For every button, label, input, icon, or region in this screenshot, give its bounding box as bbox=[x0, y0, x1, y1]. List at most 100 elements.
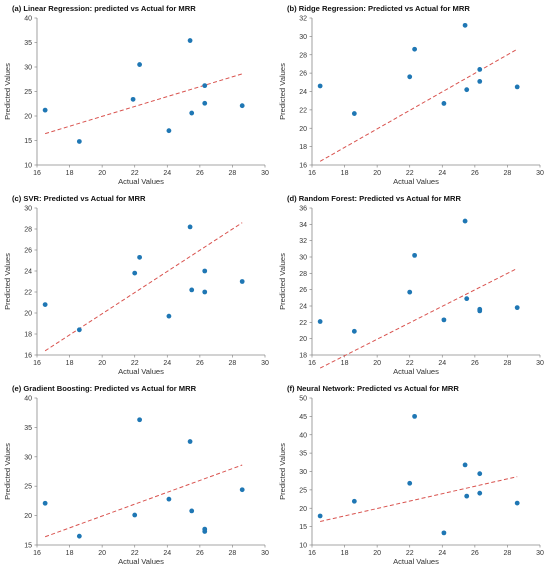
data-point bbox=[189, 508, 195, 514]
x-tick-label: 28 bbox=[504, 360, 512, 367]
fit-line bbox=[44, 222, 243, 352]
data-point bbox=[514, 305, 520, 311]
y-tick-label: 40 bbox=[24, 16, 32, 23]
y-tick-label: 22 bbox=[24, 290, 32, 297]
chart-svg: (c) SVR: Predicted vs Actual for MRR 16 18… bbox=[3, 194, 269, 376]
x-tick-label: 18 bbox=[341, 360, 349, 367]
y-tick-label: 35 bbox=[299, 451, 307, 458]
y-tick-label: 18 bbox=[299, 144, 307, 151]
y-tick-label: 26 bbox=[24, 248, 32, 255]
y-tick-label: 24 bbox=[299, 89, 307, 96]
y-tick-label: 35 bbox=[24, 40, 32, 47]
x-tick-label: 30 bbox=[261, 550, 269, 557]
fit-line bbox=[320, 476, 518, 522]
data-point bbox=[137, 417, 143, 423]
chart-panel-f: (f) Neural Network: Predicted vs Actual … bbox=[275, 380, 550, 570]
chart-title: (a) Linear Regression: predicted vs Actu… bbox=[12, 4, 196, 13]
x-tick-label: 18 bbox=[66, 360, 74, 367]
data-point bbox=[407, 289, 413, 295]
fit-line bbox=[319, 267, 518, 369]
data-point bbox=[351, 328, 357, 334]
data-point bbox=[407, 74, 413, 80]
data-point bbox=[132, 512, 138, 518]
x-tick-label: 16 bbox=[308, 360, 316, 367]
y-tick-label: 16 bbox=[24, 353, 32, 360]
x-tick-label: 30 bbox=[536, 550, 544, 557]
data-point bbox=[351, 498, 357, 504]
y-tick-label: 15 bbox=[24, 138, 32, 145]
x-tick-label: 20 bbox=[98, 170, 106, 177]
data-point bbox=[42, 302, 48, 307]
y-tick-label: 22 bbox=[299, 320, 307, 327]
y-tick-label: 36 bbox=[299, 206, 307, 213]
y-tick-label: 30 bbox=[299, 34, 307, 41]
y-tick-label: 10 bbox=[24, 163, 32, 170]
x-axis-label: Actual Values bbox=[393, 367, 439, 376]
data-point bbox=[76, 327, 82, 333]
data-point bbox=[317, 83, 323, 89]
y-tick-label: 20 bbox=[299, 126, 307, 133]
data-point bbox=[464, 87, 470, 93]
x-tick-label: 24 bbox=[163, 170, 171, 177]
data-point bbox=[317, 513, 323, 519]
chart-svg: (d) Random Forest: Predicted vs Actual f… bbox=[278, 194, 544, 376]
data-point bbox=[514, 500, 520, 506]
y-tick-label: 15 bbox=[299, 524, 307, 531]
data-point bbox=[137, 62, 143, 67]
fit-line bbox=[44, 464, 243, 538]
x-axis-label: Actual Values bbox=[118, 177, 164, 186]
data-point bbox=[351, 111, 357, 116]
data-point bbox=[187, 224, 193, 230]
x-tick-label: 26 bbox=[471, 360, 479, 367]
y-tick-label: 15 bbox=[24, 543, 32, 550]
data-point bbox=[76, 533, 82, 539]
x-tick-label: 20 bbox=[373, 360, 381, 367]
x-tick-label: 22 bbox=[131, 170, 139, 177]
x-tick-label: 18 bbox=[341, 550, 349, 557]
x-tick-label: 28 bbox=[504, 550, 512, 557]
x-tick-label: 22 bbox=[406, 550, 414, 557]
chart-title: (b) Ridge Regression: Predicted vs Actua… bbox=[287, 4, 470, 13]
y-tick-label: 40 bbox=[24, 396, 32, 403]
x-tick-label: 26 bbox=[196, 550, 204, 557]
x-tick-label: 16 bbox=[33, 550, 41, 557]
y-axis-label: Predicted Values bbox=[3, 253, 12, 310]
chart-svg: (b) Ridge Regression: Predicted vs Actua… bbox=[278, 4, 544, 186]
data-point bbox=[441, 101, 447, 106]
y-tick-label: 35 bbox=[24, 425, 32, 432]
x-tick-label: 26 bbox=[196, 170, 204, 177]
data-point bbox=[441, 530, 447, 536]
data-point bbox=[202, 529, 208, 534]
x-axis-label: Actual Values bbox=[118, 367, 164, 376]
chart-svg: (a) Linear Regression: predicted vs Actu… bbox=[3, 4, 269, 186]
x-axis-label: Actual Values bbox=[393, 557, 439, 566]
x-tick-label: 28 bbox=[504, 170, 512, 177]
x-tick-label: 18 bbox=[341, 170, 349, 177]
chart-panel-d: (d) Random Forest: Predicted vs Actual f… bbox=[275, 190, 550, 380]
x-tick-label: 28 bbox=[229, 170, 237, 177]
data-point bbox=[202, 268, 208, 274]
y-axis-label: Predicted Values bbox=[278, 253, 287, 310]
data-point bbox=[42, 500, 48, 506]
y-tick-label: 32 bbox=[299, 16, 307, 23]
data-point bbox=[202, 100, 208, 106]
x-tick-label: 26 bbox=[471, 550, 479, 557]
x-axis-label: Actual Values bbox=[118, 557, 164, 566]
fit-line bbox=[44, 73, 243, 135]
data-point bbox=[464, 296, 470, 302]
data-point bbox=[462, 22, 468, 28]
y-tick-label: 32 bbox=[299, 238, 307, 245]
data-point bbox=[187, 439, 193, 444]
y-tick-label: 20 bbox=[24, 114, 32, 121]
chart-panel-a: (a) Linear Regression: predicted vs Actu… bbox=[0, 0, 275, 190]
data-point bbox=[166, 128, 172, 134]
x-tick-label: 16 bbox=[308, 170, 316, 177]
y-tick-label: 28 bbox=[299, 52, 307, 59]
data-point bbox=[514, 84, 520, 90]
y-tick-label: 20 bbox=[299, 506, 307, 513]
x-tick-label: 22 bbox=[131, 360, 139, 367]
chart-panel-e: (e) Gradient Boosting: Predicted vs Actu… bbox=[0, 380, 275, 570]
y-tick-label: 20 bbox=[24, 513, 32, 520]
y-tick-label: 30 bbox=[24, 206, 32, 213]
y-tick-label: 45 bbox=[299, 414, 307, 421]
